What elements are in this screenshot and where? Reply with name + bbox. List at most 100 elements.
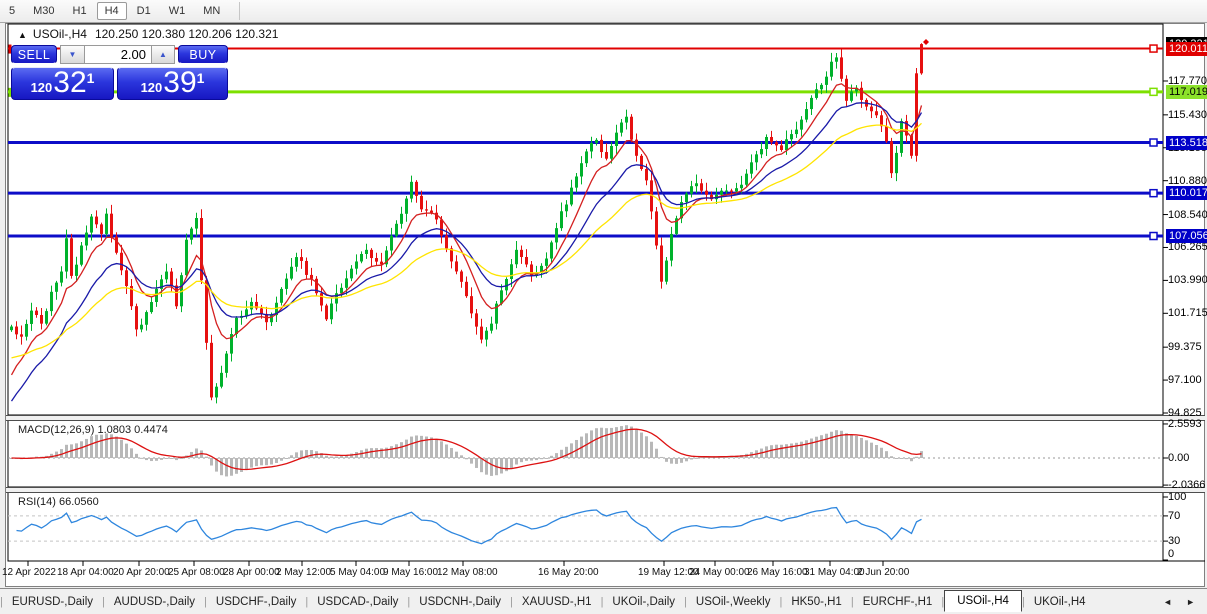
chart-tab-usoil-h4[interactable]: USOil-,H4 xyxy=(944,590,1022,612)
macd-axis-tick: 0.00 xyxy=(1168,452,1190,464)
tab-separator: | xyxy=(305,595,309,608)
timeframe-button-d1[interactable]: D1 xyxy=(136,5,151,17)
tab-scroll-left-icon[interactable]: ◄ xyxy=(1163,596,1173,607)
collapse-triangle-icon[interactable]: ▲ xyxy=(18,30,27,40)
level-price-label: 107.056 xyxy=(1166,229,1207,244)
time-axis-label: 18 Apr 04:00 xyxy=(57,567,114,578)
current-price-marker xyxy=(923,39,929,45)
rsi-axis-tick: 30 xyxy=(1168,535,1181,548)
sell-price-big: 32 xyxy=(53,66,87,99)
chart-tab-usdcnh-daily[interactable]: USDCNH-,Daily xyxy=(419,595,502,608)
chart-title: ▲ USOil-,H4 120.250 120.380 120.206 120.32… xyxy=(18,27,278,41)
buy-button[interactable]: BUY xyxy=(178,45,228,64)
symbol-period-label: USOil-,H4 xyxy=(32,27,87,41)
tab-separator: | xyxy=(941,595,945,608)
price-axis-tick: 101.715 xyxy=(1168,307,1207,320)
timeframe-button-h4[interactable]: H4 xyxy=(96,2,127,20)
rsi-splitter[interactable] xyxy=(6,487,1205,493)
level-price-label: 110.017 xyxy=(1166,186,1207,201)
timeframe-toolbar: 5 M30 H1 H4 D1 W1 MN xyxy=(0,0,1207,23)
ohlc-values: 120.250 120.380 120.206 120.321 xyxy=(94,27,279,41)
time-axis-label: 31 May 04:00 xyxy=(804,567,865,578)
macd-indicator-label: MACD(12,26,9) 1.0803 0.4474 xyxy=(18,424,168,436)
tab-scroll-right-icon[interactable]: ► xyxy=(1186,596,1195,607)
tab-separator: | xyxy=(510,595,513,608)
volume-decrease-button[interactable]: ▼ xyxy=(60,45,85,64)
volume-input[interactable] xyxy=(85,45,151,64)
axis-ticks xyxy=(8,80,1205,566)
macd-histogram xyxy=(8,425,1163,477)
price-axis-tick: 99.375 xyxy=(1168,341,1202,354)
tab-separator: | xyxy=(684,595,687,608)
price-axis-tick: 97.100 xyxy=(1168,374,1202,387)
chart-tab-eurchf-h1[interactable]: EURCHF-,H1 xyxy=(862,595,933,608)
tab-separator: | xyxy=(407,595,411,608)
tab-scroll-arrows: ◄ ► xyxy=(1163,597,1207,607)
macd-axis-tick: 2.5593 xyxy=(1168,417,1202,430)
timeframe-button-h1[interactable]: H1 xyxy=(72,5,87,17)
time-axis-label: 16 May 20:00 xyxy=(538,567,599,578)
time-axis-label: 28 Apr 00:00 xyxy=(223,567,280,578)
level-price-label: 113.518 xyxy=(1166,135,1207,150)
level-price-label: 120.011 xyxy=(1166,41,1207,56)
tab-separator: | xyxy=(1021,595,1025,608)
tab-separator: | xyxy=(779,595,783,608)
candles-layer xyxy=(10,39,929,404)
time-axis-label: 26 May 16:00 xyxy=(747,567,808,578)
chart-tab-usoil-weekly[interactable]: USOil-,Weekly xyxy=(695,595,771,608)
price-axis-tick: 103.990 xyxy=(1168,274,1207,287)
tab-separator: | xyxy=(102,595,105,608)
time-axis-label: 24 May 00:00 xyxy=(689,567,750,578)
moving-averages xyxy=(10,83,923,402)
timeframe-button-mn[interactable]: MN xyxy=(203,5,221,17)
sell-price-button[interactable]: 120 32 1 xyxy=(11,67,114,100)
ma-fast-line xyxy=(10,83,923,376)
volume-increase-button[interactable]: ▲ xyxy=(151,45,175,64)
rsi-indicator-label: RSI(14) 66.0560 xyxy=(18,496,99,508)
timeframe-button-w1[interactable]: W1 xyxy=(168,5,186,17)
macd-signal-line xyxy=(11,428,922,471)
rsi-axis-tick: 100 xyxy=(1168,491,1187,503)
chart-tab-usdchf-daily[interactable]: USDCHF-,Daily xyxy=(215,595,297,608)
price-axis-tick: 117.770 xyxy=(1168,74,1207,87)
buy-price-sup: 1 xyxy=(196,70,205,86)
price-axis-tick: 108.540 xyxy=(1168,208,1207,221)
timeframe-button-5[interactable]: 5 xyxy=(9,5,16,17)
rsi-layer xyxy=(8,506,1163,545)
price-axis-tick: 106.265 xyxy=(1168,241,1207,254)
level-price-label: 117.019 xyxy=(1166,84,1207,99)
ma-slow-line xyxy=(11,122,922,359)
timeframe-button-m30[interactable]: M30 xyxy=(33,5,55,17)
time-axis-label: 5 May 04:00 xyxy=(330,567,386,578)
time-axis-label: 9 May 16:00 xyxy=(383,567,439,578)
price-axis-tick: 94.825 xyxy=(1168,407,1202,419)
macd-splitter[interactable] xyxy=(6,415,1205,421)
chart-tab-usdcad-daily[interactable]: USDCAD-,Daily xyxy=(317,595,399,608)
chart-tab-ukoil-daily[interactable]: UKOil-,Daily xyxy=(612,595,676,608)
buy-price-button[interactable]: 120 39 1 xyxy=(117,67,228,100)
chart-tab-eurusd-daily[interactable]: EURUSD-,Daily xyxy=(11,595,94,608)
ma-mid-line xyxy=(10,102,923,402)
chart-tab-ukoil-h4[interactable]: UKOil-,H4 xyxy=(1033,595,1086,608)
time-axis-label: 25 Apr 08:00 xyxy=(168,567,225,578)
chart-tab-hk50-h1[interactable]: HK50-,H1 xyxy=(791,595,842,608)
price-axis-tick: 115.430 xyxy=(1168,108,1207,121)
sell-price-sup: 1 xyxy=(86,70,95,86)
time-axis-label: 19 May 12:00 xyxy=(638,567,699,578)
sell-button[interactable]: SELL xyxy=(11,45,57,64)
tab-separator: | xyxy=(0,595,3,608)
time-axis-label: 2 May 12:00 xyxy=(276,567,332,578)
tab-separator: | xyxy=(850,595,854,608)
chart-tab-xauusd-h1[interactable]: XAUUSD-,H1 xyxy=(521,595,592,608)
rsi-axis-tick: 0 xyxy=(1168,548,1175,560)
buy-price-prefix: 120 xyxy=(140,80,163,95)
chart-tab-audusd-daily[interactable]: AUDUSD-,Daily xyxy=(113,595,196,608)
macd-axis-tick: -2.0366 xyxy=(1168,479,1206,492)
time-axis-label: 2 Jun 20:00 xyxy=(857,567,910,578)
tab-separator: | xyxy=(204,595,207,608)
time-axis-label: 20 Apr 20:00 xyxy=(113,567,170,578)
toolbar-separator xyxy=(239,2,241,20)
buy-price-big: 39 xyxy=(163,66,197,99)
